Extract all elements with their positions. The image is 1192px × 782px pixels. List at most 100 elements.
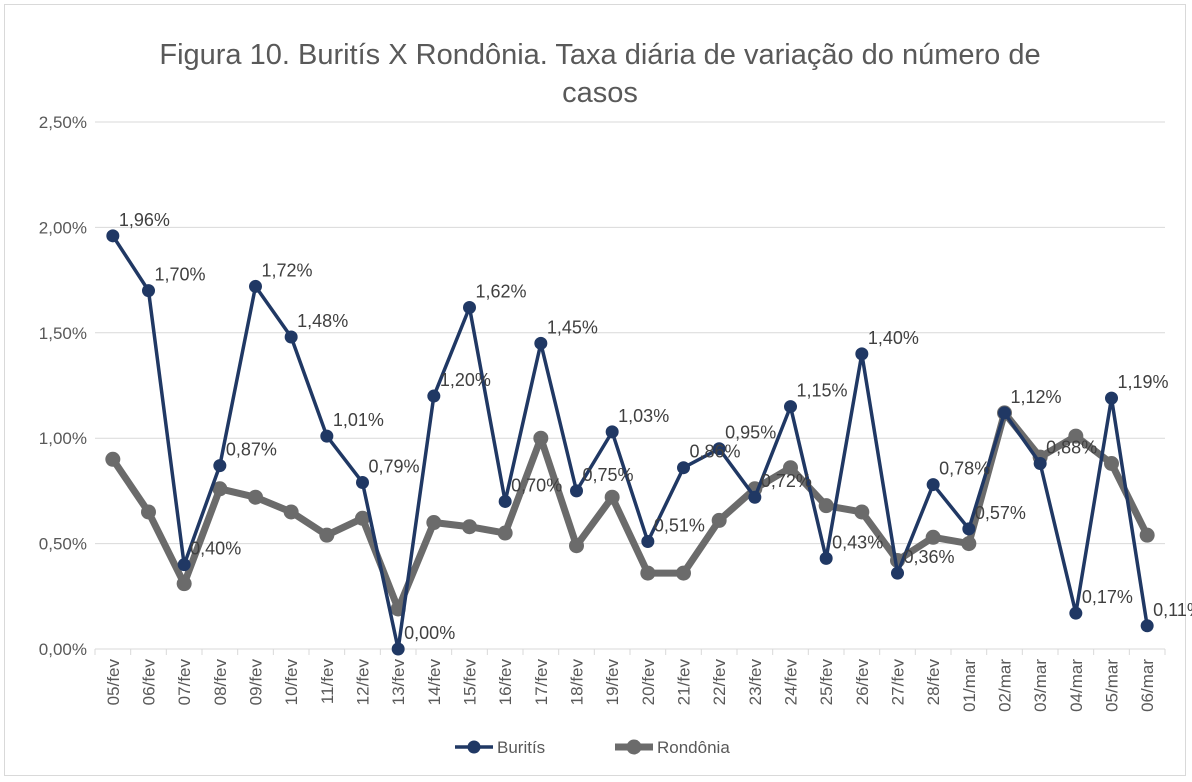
point xyxy=(854,504,870,520)
x-tick-label: 06/fev xyxy=(140,659,159,706)
point xyxy=(105,451,121,467)
x-tick-label: 25/fev xyxy=(817,659,836,706)
x-tick-label: 18/fev xyxy=(568,659,587,706)
x-tick-label: 01/mar xyxy=(960,659,979,712)
point xyxy=(463,301,476,315)
point xyxy=(962,522,976,536)
data-label: 1,03% xyxy=(618,406,669,426)
point xyxy=(498,494,512,508)
point xyxy=(462,519,477,535)
x-tick-label: 23/fev xyxy=(746,659,765,706)
data-label: 0,79% xyxy=(369,456,420,476)
data-label: 0,40% xyxy=(190,539,241,559)
point xyxy=(570,484,583,498)
x-tick-label: 24/fev xyxy=(782,659,801,706)
x-tick-label: 21/fev xyxy=(675,659,694,706)
x-tick-label: 05/fev xyxy=(104,659,123,706)
series-line xyxy=(111,234,1149,651)
data-label: 0,86% xyxy=(690,442,741,462)
x-tick-label: 11/fev xyxy=(318,659,337,705)
point xyxy=(106,229,120,243)
data-label: 1,40% xyxy=(868,328,919,348)
x-tick-label: 27/fev xyxy=(889,659,908,706)
x-tick-label: 05/mar xyxy=(1103,659,1122,712)
point xyxy=(497,525,513,541)
y-tick-label: 1,00% xyxy=(39,429,87,448)
point xyxy=(784,400,797,414)
y-tick-label: 2,50% xyxy=(39,113,87,132)
x-tick-label: 19/fev xyxy=(603,659,622,706)
x-tick-label: 20/fev xyxy=(639,659,658,706)
x-tick-label: 28/fev xyxy=(924,659,943,706)
point xyxy=(676,565,691,581)
point xyxy=(1104,455,1119,471)
point xyxy=(640,565,656,581)
x-tick-label: 07/fev xyxy=(175,659,194,706)
point xyxy=(284,330,298,344)
point xyxy=(926,478,940,492)
point xyxy=(177,558,191,572)
data-label: 1,72% xyxy=(262,260,313,280)
data-label: 0,75% xyxy=(583,465,634,485)
data-label: 0,88% xyxy=(1046,437,1097,457)
data-label: 1,15% xyxy=(797,381,848,401)
point xyxy=(427,389,441,403)
point xyxy=(176,576,192,592)
data-label: 1,12% xyxy=(1011,387,1062,407)
data-label: 0,36% xyxy=(904,547,955,567)
point xyxy=(141,504,156,520)
point xyxy=(641,534,655,548)
x-tick-label: 04/mar xyxy=(1067,659,1086,712)
data-label: 0,43% xyxy=(832,532,883,552)
data-label: 0,78% xyxy=(939,459,990,479)
data-label: 0,17% xyxy=(1082,587,1133,607)
point xyxy=(1140,619,1154,633)
x-tick-label: 06/mar xyxy=(1138,659,1157,712)
data-label: 1,62% xyxy=(476,282,527,302)
data-label: 1,70% xyxy=(155,265,206,285)
legend-label: Rondônia xyxy=(657,738,730,757)
point xyxy=(1068,428,1084,444)
point xyxy=(212,481,228,497)
point xyxy=(142,284,155,298)
point xyxy=(605,425,619,439)
x-tick-label: 22/fev xyxy=(710,659,729,706)
point xyxy=(356,475,369,489)
point xyxy=(855,347,869,361)
data-label: 0,87% xyxy=(226,440,277,460)
point xyxy=(818,498,834,514)
point xyxy=(712,442,726,456)
data-label: 1,96% xyxy=(119,210,170,230)
point xyxy=(534,336,548,350)
x-tick-label: 16/fev xyxy=(496,659,515,706)
point xyxy=(248,489,263,505)
point xyxy=(1139,527,1155,543)
y-tick-label: 1,50% xyxy=(39,324,87,343)
y-tick-label: 0,00% xyxy=(39,640,87,659)
point xyxy=(783,460,798,476)
x-tick-label: 17/fev xyxy=(532,659,551,706)
point xyxy=(1105,391,1118,405)
y-tick-label: 2,00% xyxy=(39,218,87,237)
x-tick-label: 13/fev xyxy=(389,659,408,706)
point xyxy=(213,459,227,473)
point xyxy=(319,527,335,543)
point xyxy=(891,566,904,580)
point xyxy=(711,512,727,528)
point xyxy=(677,461,690,475)
point xyxy=(748,490,762,504)
point xyxy=(391,642,405,656)
chart-title: Figura 10. Buritís X Rondônia. Taxa diár… xyxy=(159,39,1041,109)
point xyxy=(819,551,833,565)
data-label: 0,57% xyxy=(975,503,1026,523)
data-label: 1,48% xyxy=(297,311,348,331)
data-label: 0,70% xyxy=(511,475,562,495)
point xyxy=(355,510,370,526)
point xyxy=(925,529,941,545)
point xyxy=(961,536,977,552)
x-tick-label: 09/fev xyxy=(247,659,266,706)
point xyxy=(320,429,334,443)
x-tick-label: 03/mar xyxy=(1031,659,1050,712)
